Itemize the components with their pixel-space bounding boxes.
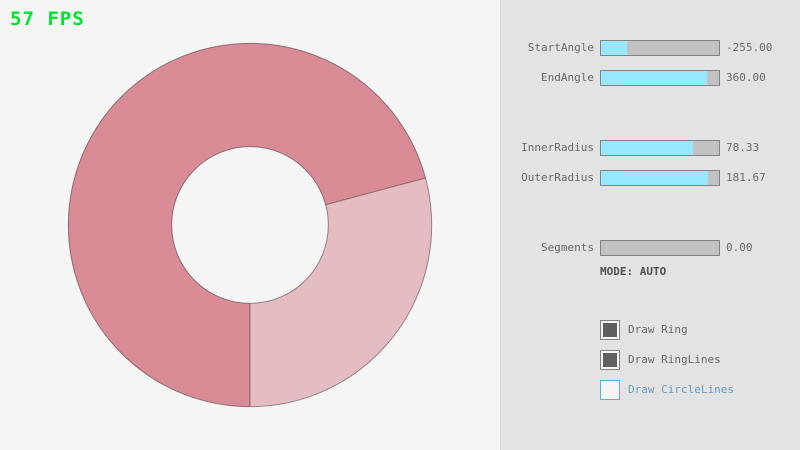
end-angle-slider-fill bbox=[601, 71, 708, 85]
segments-mode-text: MODE: AUTO bbox=[600, 265, 667, 278]
panel-divider bbox=[500, 0, 501, 450]
outer-radius-label: OuterRadius bbox=[521, 171, 594, 184]
draw-ringlines-row: Draw RingLines bbox=[0, 350, 800, 370]
inner-radius-row: InnerRadius 78.33 bbox=[0, 140, 800, 156]
check-mark-icon bbox=[603, 323, 617, 337]
outer-radius-row: OuterRadius 181.67 bbox=[0, 170, 800, 186]
end-angle-slider[interactable] bbox=[600, 70, 720, 86]
end-angle-value: 360.00 bbox=[726, 71, 766, 84]
inner-radius-value: 78.33 bbox=[726, 141, 760, 154]
draw-circlelines-checkbox[interactable] bbox=[600, 380, 620, 400]
start-angle-value: -255.00 bbox=[726, 41, 773, 54]
ring-outer-line bbox=[67, 42, 433, 408]
draw-ringlines-checkbox[interactable] bbox=[600, 350, 620, 370]
end-angle-label: EndAngle bbox=[541, 71, 594, 84]
draw-ring-label: Draw Ring bbox=[628, 323, 688, 336]
ring-overlap-region bbox=[68, 43, 426, 407]
ring-inner-line bbox=[171, 146, 329, 304]
start-angle-row: StartAngle -255.00 bbox=[0, 40, 800, 56]
ring-single-region bbox=[250, 177, 432, 407]
end-angle-row: EndAngle 360.00 bbox=[0, 70, 800, 86]
outer-radius-slider-fill bbox=[601, 171, 709, 185]
draw-ring-row: Draw Ring bbox=[0, 320, 800, 340]
fps-counter: 57 FPS bbox=[10, 8, 85, 30]
outer-radius-value: 181.67 bbox=[726, 171, 766, 184]
start-angle-label: StartAngle bbox=[527, 41, 594, 54]
start-angle-slider[interactable] bbox=[600, 40, 720, 56]
outer-radius-slider[interactable] bbox=[600, 170, 720, 186]
draw-ringlines-label: Draw RingLines bbox=[628, 353, 721, 366]
segments-slider[interactable] bbox=[600, 240, 720, 256]
draw-circlelines-row: Draw CircleLines bbox=[0, 380, 800, 400]
inner-radius-slider-fill bbox=[601, 141, 694, 155]
draw-circlelines-label: Draw CircleLines bbox=[628, 383, 734, 396]
segments-value: 0.00 bbox=[726, 241, 753, 254]
draw-ring-checkbox[interactable] bbox=[600, 320, 620, 340]
segments-label: Segments bbox=[541, 241, 594, 254]
inner-radius-slider[interactable] bbox=[600, 140, 720, 156]
segments-row: Segments 0.00 bbox=[0, 240, 800, 256]
inner-radius-label: InnerRadius bbox=[521, 141, 594, 154]
check-mark-icon bbox=[603, 353, 617, 367]
start-angle-slider-fill bbox=[601, 41, 627, 55]
ring-radial-line-start bbox=[325, 177, 426, 206]
